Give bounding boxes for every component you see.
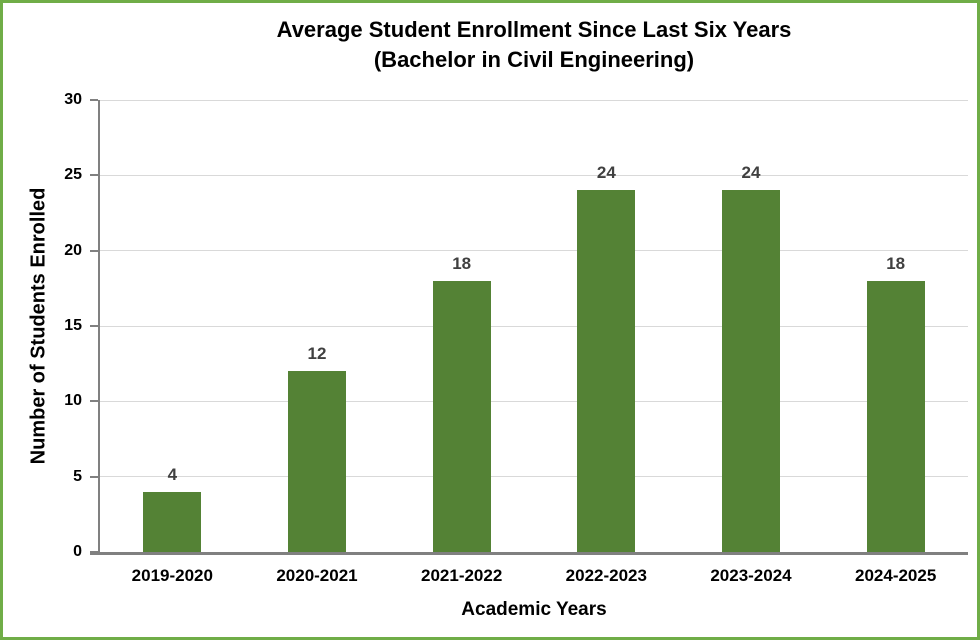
x-tick-label: 2019-2020: [131, 566, 213, 585]
chart-subtitle: (Bachelor in Civil Engineering): [373, 47, 695, 72]
gridline: [100, 400, 968, 402]
bar: [432, 280, 491, 552]
bar-value-label: 12: [307, 344, 327, 364]
y-tick-mark: [90, 400, 98, 403]
y-tick-mark: [90, 551, 98, 553]
gridline: [100, 99, 968, 101]
plot-area: 0 5 10 15 20 25 30 4 12 18 24 24 18 2019-2020 2020-202…: [64, 91, 968, 585]
gridline: [100, 174, 968, 176]
y-tick-label: 0: [73, 543, 82, 560]
y-axis-line: [98, 100, 100, 552]
bar-value-label: 4: [167, 464, 178, 484]
y-tick-label: 20: [64, 241, 82, 259]
gridline: [100, 250, 968, 252]
y-tick-label: 15: [64, 317, 82, 334]
x-tick-label: 2024-2025: [855, 566, 937, 585]
y-tick-mark: [90, 99, 98, 101]
bar: [577, 190, 636, 552]
x-tick-label: 2021-2022: [421, 566, 503, 585]
gridline: [100, 325, 968, 327]
x-tick-label: 2023-2024: [710, 566, 792, 585]
x-tick-label: 2020-2021: [276, 566, 358, 585]
y-tick-mark: [90, 325, 98, 327]
y-tick-label: 10: [64, 392, 82, 410]
bar-value-label: 18: [452, 253, 472, 273]
y-tick-label: 30: [64, 91, 82, 108]
y-tick-mark: [90, 475, 98, 478]
bar-value-label: 24: [596, 163, 616, 183]
x-axis-line: [90, 552, 968, 555]
y-tick-mark: [90, 174, 98, 177]
chart-title-block: Average Student Enrollment Since Last Si…: [100, 15, 968, 75]
bar: [143, 491, 202, 552]
bar-value-label: 24: [741, 163, 761, 183]
bar: [722, 190, 780, 552]
y-tick-label: 5: [73, 467, 82, 485]
x-tick-label: 2022-2023: [565, 566, 647, 585]
bar-value-label: 18: [886, 253, 906, 273]
bar: [288, 371, 346, 552]
bar: [866, 280, 925, 552]
y-tick-label: 25: [64, 166, 82, 184]
x-axis-title: Academic Years: [461, 599, 607, 620]
y-tick-mark: [90, 249, 98, 252]
gridline: [100, 476, 968, 478]
chart-title: Average Student Enrollment Since Last Si…: [276, 17, 792, 42]
